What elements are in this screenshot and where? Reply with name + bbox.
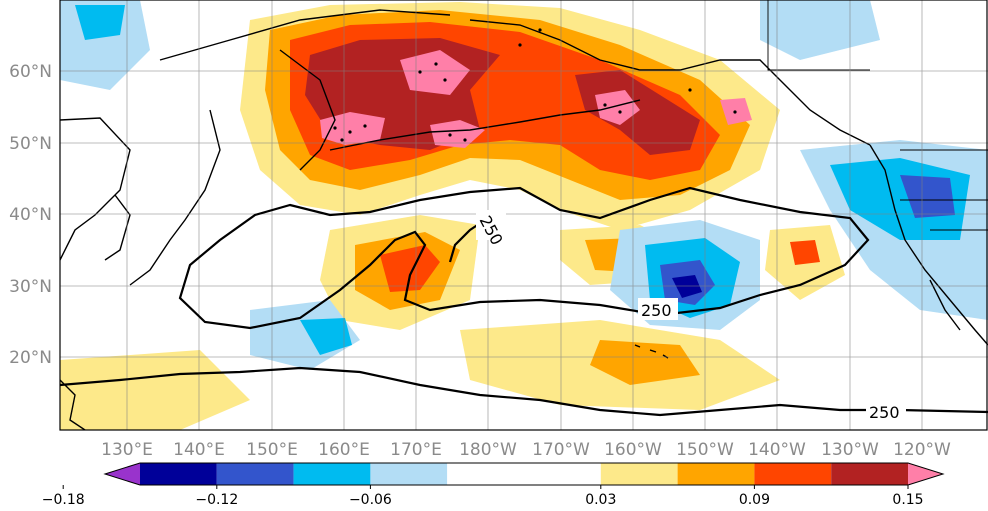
positive-anomaly-region (60, 350, 250, 430)
north-america-west-coast (869, 144, 988, 346)
positive-anomaly-region (380, 245, 440, 292)
colorbar-tick-label: −0.18 (42, 492, 85, 508)
contour-250-tropical (60, 366, 988, 417)
latitude-labels: 60°N 50°N 40°N 30°N 20°N (9, 62, 52, 368)
colorbar: −0.18 −0.12 −0.06 0.03 0.09 0.15 (42, 462, 945, 508)
contour-250-subtropical-loop (178, 186, 870, 330)
lat-label: 50°N (9, 134, 52, 154)
lon-label: 160°W (604, 440, 662, 460)
negative-anomaly-region (900, 175, 955, 218)
japan-coastline (129, 109, 221, 286)
lat-label: 30°N (9, 277, 52, 297)
lon-label: 180°W (459, 440, 517, 460)
lat-label: 60°N (9, 62, 52, 82)
colorbar-segment (600, 463, 678, 485)
asia-coastline (60, 117, 131, 261)
positive-anomaly-region (320, 112, 385, 145)
state-borders (767, 0, 988, 231)
baja-coastline (929, 279, 961, 331)
lon-label: 130°E (101, 440, 153, 460)
colorbar-tick-label: 0.15 (892, 492, 923, 508)
contour-labels: 250 250 250 (476, 210, 906, 422)
positive-anomaly-region (595, 90, 640, 125)
colorbar-extend-max (908, 463, 943, 485)
hawaii-islands (634, 344, 669, 359)
longitude-labels: 130°E 140°E 150°E 160°E 170°E 180°W 170°… (101, 440, 951, 460)
negative-anomaly-region (672, 275, 702, 298)
philippines-coastline (60, 379, 86, 430)
colorbar-tick-label: 0.09 (739, 492, 770, 508)
contour-label: 250 (641, 301, 672, 320)
negative-anomaly-region (250, 300, 360, 370)
colorbar-segment (677, 463, 755, 485)
graticule (60, 0, 988, 430)
colorbar-tick-label: −0.12 (195, 492, 238, 508)
lon-label: 150°E (246, 440, 298, 460)
colorbar-segment (754, 463, 832, 485)
lon-label: 140°W (748, 440, 806, 460)
positive-anomaly-region (590, 340, 700, 385)
anomaly-field (60, 0, 988, 430)
colorbar-segment (293, 463, 371, 485)
lat-label: 20°N (9, 348, 52, 368)
colorbar-segment (447, 463, 601, 485)
colorbar-tick-label: −0.06 (349, 492, 392, 508)
positive-anomaly-region (790, 240, 820, 265)
colorbar-segment (216, 463, 294, 485)
negative-anomaly-region (300, 318, 352, 355)
map-panel: 250 250 250 (60, 0, 988, 430)
lon-label: 140°E (173, 440, 225, 460)
coastlines (60, 0, 988, 430)
kamchatka-coastline (279, 49, 336, 171)
contour-label: 250 (869, 403, 900, 422)
korea-coastline (104, 194, 131, 261)
siberia-coastline (159, 9, 451, 61)
positive-anomaly-region (575, 70, 700, 155)
map-frame (59, 0, 988, 431)
lon-label: 170°E (390, 440, 442, 460)
aleutian-islands (329, 99, 641, 151)
lon-label: 130°W (821, 440, 879, 460)
lon-label: 170°W (532, 440, 590, 460)
negative-anomaly-region (75, 5, 125, 40)
colorbar-tick-label: 0.03 (585, 492, 616, 508)
positive-anomaly-region (400, 50, 470, 95)
colorbar-segment (140, 463, 217, 485)
colorbar-outline (103, 462, 945, 486)
colorbar-segment (370, 463, 448, 485)
lon-label: 150°W (676, 440, 734, 460)
positive-anomaly-region (430, 120, 485, 148)
lon-label: 120°W (893, 440, 951, 460)
alaska-coastline (469, 19, 871, 146)
significance-stippling (333, 28, 737, 142)
lat-label: 40°N (9, 205, 52, 225)
colorbar-segment (831, 463, 908, 485)
lon-label: 160°E (318, 440, 370, 460)
colorbar-extend-min (105, 463, 140, 485)
